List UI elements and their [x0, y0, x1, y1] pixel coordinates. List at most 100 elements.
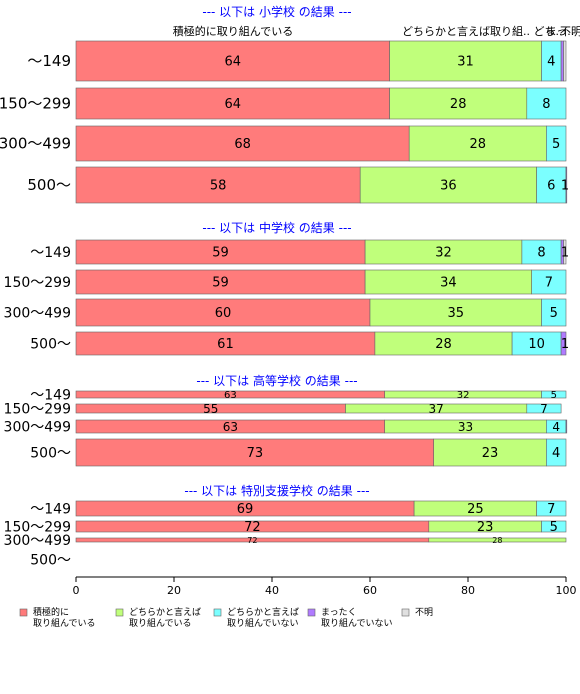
panel-title: --- 以下は 中学校 の結果 --- — [202, 220, 351, 235]
data-label: 7 — [547, 502, 555, 517]
data-label: 6 — [547, 179, 555, 194]
legend-swatch — [401, 608, 410, 617]
panel-title: --- 以下は 特別支援学校 の結果 --- — [184, 483, 369, 498]
category-label: 150〜299 — [4, 520, 71, 536]
panel-title: --- 以下は 高等学校 の結果 --- — [196, 373, 357, 388]
category-label: 500〜 — [27, 176, 71, 194]
series-header: まっ.. — [546, 25, 575, 38]
category-label: 〜149 — [30, 388, 71, 404]
category-label: 〜149 — [27, 52, 71, 70]
bar-segment — [526, 87, 567, 120]
category-label: 300〜499 — [0, 135, 71, 153]
bar-segment — [75, 239, 366, 265]
data-label: 35 — [447, 306, 464, 321]
data-label: 55 — [203, 402, 218, 416]
bar-segment — [408, 125, 547, 162]
data-label: 28 — [470, 137, 487, 152]
data-label: 68 — [234, 137, 251, 152]
data-label: 73 — [247, 446, 264, 461]
legend-label: 取り組んでいる — [33, 617, 96, 629]
data-label: 59 — [212, 276, 229, 291]
panel-title: --- 以下は 小学校 の結果 --- — [202, 4, 351, 19]
data-label: 34 — [440, 276, 457, 291]
data-label: 28 — [492, 536, 502, 545]
data-label: 25 — [467, 502, 484, 517]
bar-segment — [75, 87, 390, 120]
category-label: 150〜299 — [0, 95, 71, 113]
bar-segment — [369, 298, 542, 327]
legend-swatch — [115, 608, 124, 617]
bar-segment — [546, 438, 567, 467]
data-label: 28 — [450, 97, 467, 112]
bar-segment — [536, 166, 567, 204]
legend-label: どちらかと言えば — [227, 606, 299, 618]
x-tick-label: 0 — [73, 584, 80, 597]
bar-segment — [359, 166, 537, 204]
data-label: 4 — [552, 446, 560, 461]
bar-segment — [526, 403, 562, 414]
legend-label: どちらかと言えば — [129, 606, 201, 618]
data-label: 33 — [458, 420, 473, 434]
data-label: 28 — [435, 337, 452, 352]
bar-segment — [563, 239, 567, 265]
category-label: 300〜499 — [4, 533, 71, 549]
bar-segment — [364, 239, 523, 265]
category-label: 500〜 — [30, 553, 71, 569]
category-label: 500〜 — [30, 337, 71, 353]
category-label: 150〜299 — [4, 402, 71, 418]
bar-segment — [541, 390, 567, 399]
category-label: 300〜499 — [4, 420, 71, 436]
data-label: 72 — [244, 520, 261, 535]
data-label: 32 — [457, 390, 470, 401]
legend-label: 積極的に — [33, 606, 69, 618]
legend-swatch — [19, 608, 28, 617]
data-label: 4 — [552, 420, 560, 434]
x-tick-label: 40 — [265, 584, 279, 597]
bar-segment — [541, 520, 567, 533]
x-tick-label: 80 — [461, 584, 475, 597]
x-tick-label: 100 — [556, 584, 577, 597]
category-label: 〜149 — [30, 245, 71, 261]
data-label: 5 — [552, 137, 560, 152]
data-label: 23 — [477, 520, 494, 535]
data-label: 31 — [457, 55, 474, 70]
data-label: 37 — [429, 402, 444, 416]
bar-segment — [428, 537, 567, 543]
bar-segment — [546, 125, 567, 162]
bar-segment — [536, 500, 567, 517]
category-label: 150〜299 — [4, 275, 71, 291]
data-label: 63 — [224, 390, 237, 401]
data-label: 10 — [528, 337, 545, 352]
bar-segment — [565, 419, 568, 434]
bar-segment — [531, 269, 567, 295]
data-label: 1 — [561, 179, 569, 194]
legend-swatch — [213, 608, 222, 617]
data-label: 60 — [215, 306, 232, 321]
data-label: 4 — [547, 55, 555, 70]
bar-segment — [75, 298, 371, 327]
category-label: 500〜 — [30, 446, 71, 462]
bar-segment — [560, 40, 564, 82]
data-label: 36 — [440, 179, 457, 194]
bar-segment — [75, 269, 366, 295]
bar-segment — [433, 438, 547, 467]
x-tick-label: 60 — [363, 584, 377, 597]
data-label: 64 — [225, 55, 242, 70]
series-header: 不明 — [560, 25, 580, 38]
series-header: どちらかと言えば取り組.. — [402, 25, 530, 38]
bar-segment — [560, 331, 567, 356]
legend-label: 取り組んでいない — [321, 617, 393, 629]
data-label: 59 — [212, 246, 229, 261]
data-label: 72 — [247, 536, 257, 545]
data-label: 63 — [223, 420, 238, 434]
data-label: 8 — [542, 97, 550, 112]
data-label: 64 — [225, 97, 242, 112]
bar-segment — [541, 298, 567, 327]
bar-segment — [75, 125, 410, 162]
data-label: 5 — [551, 390, 557, 401]
series-header: どち.. — [534, 25, 563, 38]
bar-segment — [364, 269, 533, 295]
legend-label: 取り組んでいない — [227, 617, 299, 629]
category-label: 〜149 — [30, 502, 71, 518]
